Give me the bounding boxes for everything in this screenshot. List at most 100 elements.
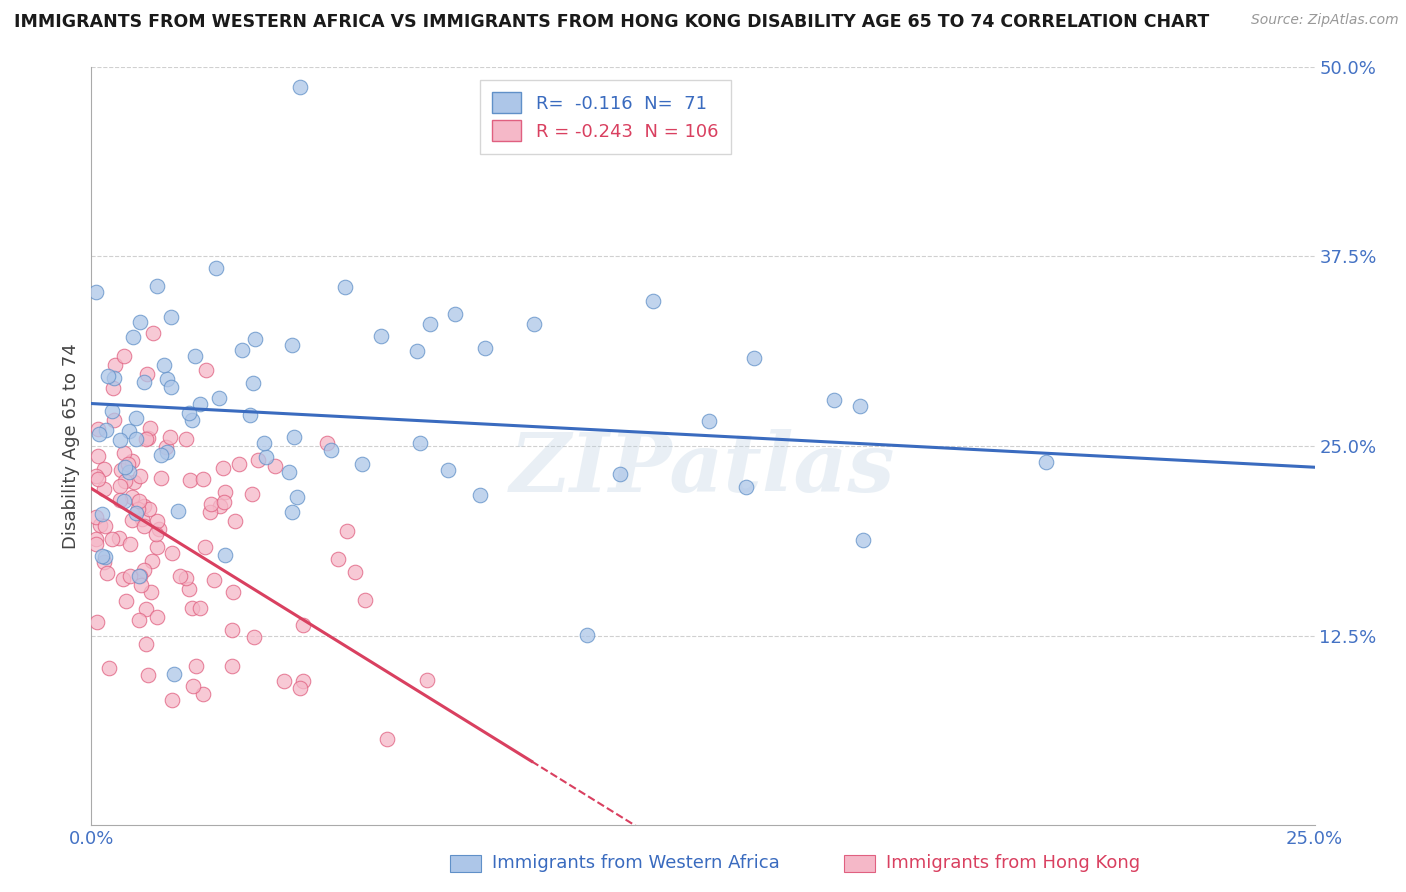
Point	[243, 332, 266, 346]
Point	[150, 448, 173, 462]
Point	[576, 628, 599, 642]
Point	[108, 492, 131, 507]
Point	[246, 453, 269, 467]
Point	[108, 531, 131, 545]
Point	[174, 433, 197, 447]
Point	[101, 381, 124, 395]
Point	[253, 436, 276, 450]
Point	[288, 80, 311, 95]
Text: Source: ZipAtlas.com: Source: ZipAtlas.com	[1251, 13, 1399, 28]
Point	[138, 502, 160, 516]
Point	[228, 457, 250, 471]
Point	[180, 601, 202, 615]
Point	[104, 358, 127, 372]
Point	[156, 444, 179, 458]
Point	[132, 519, 155, 533]
Point	[84, 285, 107, 299]
Point	[115, 594, 138, 608]
Point	[437, 462, 460, 476]
Point	[852, 533, 875, 547]
Point	[84, 532, 107, 546]
Point	[128, 613, 150, 627]
Point	[132, 375, 155, 389]
Point	[160, 380, 183, 394]
Point	[224, 514, 246, 528]
Point	[136, 431, 159, 445]
Point	[134, 499, 156, 513]
Point	[110, 463, 132, 477]
Point	[183, 350, 205, 364]
Point	[444, 307, 467, 321]
Point	[468, 488, 491, 502]
Point	[89, 518, 111, 533]
Point	[142, 326, 165, 341]
Point	[200, 497, 222, 511]
Point	[160, 693, 183, 707]
Point	[291, 673, 314, 688]
Point	[264, 458, 287, 473]
Point	[150, 471, 173, 485]
Point	[188, 397, 211, 411]
Point	[129, 469, 152, 483]
Point	[114, 474, 136, 488]
Point	[108, 433, 131, 447]
Point	[335, 280, 357, 294]
Point	[354, 592, 377, 607]
Point	[112, 446, 135, 460]
Point	[84, 537, 107, 551]
Point	[193, 686, 215, 700]
Point	[103, 371, 125, 385]
Text: IMMIGRANTS FROM WESTERN AFRICA VS IMMIGRANTS FROM HONG KONG DISABILITY AGE 65 TO: IMMIGRANTS FROM WESTERN AFRICA VS IMMIGR…	[14, 13, 1209, 31]
Point	[128, 569, 150, 583]
Point	[135, 637, 157, 651]
Point	[319, 443, 342, 458]
Point	[186, 659, 208, 673]
Text: Immigrants from Hong Kong: Immigrants from Hong Kong	[886, 855, 1140, 872]
Point	[121, 490, 143, 504]
Point	[96, 423, 118, 437]
Point	[344, 566, 367, 580]
Point	[194, 541, 217, 555]
Text: Immigrants from Western Africa: Immigrants from Western Africa	[492, 855, 780, 872]
Point	[100, 532, 122, 546]
Point	[120, 569, 142, 583]
Point	[222, 584, 245, 599]
Point	[145, 610, 167, 624]
Point	[84, 510, 107, 524]
Point	[179, 474, 201, 488]
Point	[129, 315, 152, 329]
Point	[136, 668, 159, 682]
Point	[134, 602, 156, 616]
Point	[128, 568, 150, 582]
Point	[87, 422, 110, 436]
Point	[139, 584, 162, 599]
Point	[240, 486, 263, 500]
Point	[93, 462, 115, 476]
Point	[90, 549, 112, 563]
Point	[153, 358, 176, 372]
Point	[131, 512, 153, 526]
Point	[285, 491, 308, 505]
Point	[121, 513, 143, 527]
Point	[419, 317, 441, 331]
Point	[211, 461, 233, 475]
Point	[108, 479, 131, 493]
Point	[209, 500, 232, 514]
Point	[145, 515, 167, 529]
Point	[114, 459, 136, 474]
Point	[283, 430, 305, 444]
Point	[242, 630, 264, 644]
Point	[97, 661, 120, 675]
Point	[288, 681, 311, 695]
Point	[93, 550, 115, 565]
Point	[336, 524, 359, 538]
Point	[86, 472, 108, 486]
Point	[1035, 455, 1057, 469]
Point	[145, 527, 167, 541]
Point	[128, 493, 150, 508]
Point	[823, 393, 845, 408]
Point	[122, 475, 145, 489]
Point	[160, 310, 183, 324]
Point	[181, 679, 204, 693]
Point	[141, 554, 163, 568]
